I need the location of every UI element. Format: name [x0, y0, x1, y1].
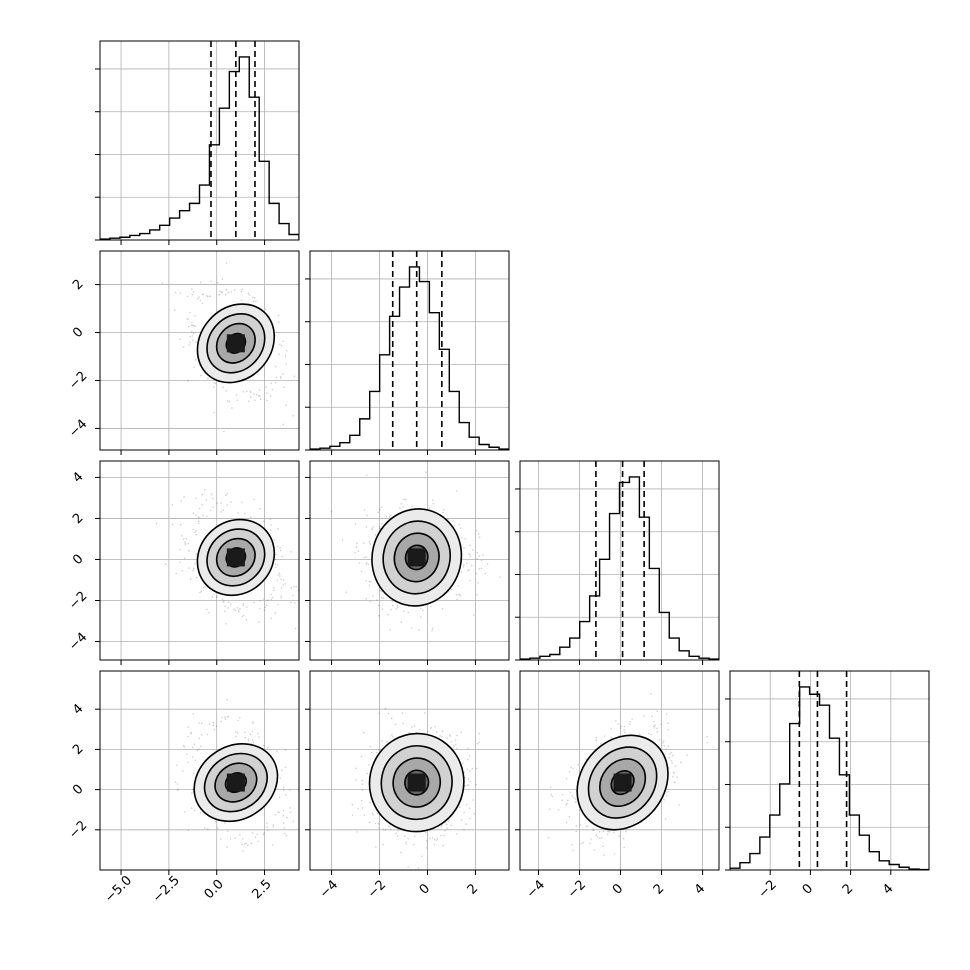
x-tick-label: 4 — [880, 881, 896, 897]
panel-frame — [309, 670, 510, 871]
panel-frame — [309, 460, 510, 661]
scatter-panel-1 — [100, 461, 299, 660]
y-tick-label: 4 — [70, 701, 86, 717]
panel-frame — [519, 460, 720, 661]
density-core — [407, 773, 426, 792]
histogram-step-2 — [520, 476, 719, 660]
histogram-step-1 — [310, 266, 509, 450]
scatter-points — [161, 262, 296, 433]
y-tick-label: 0 — [70, 552, 86, 568]
x-tick-label: 0 — [610, 881, 626, 897]
y-tick-label: −2 — [66, 818, 90, 842]
panel-frame — [99, 460, 300, 661]
x-tick-label: 0 — [800, 881, 816, 897]
x-tick-label: 0.0 — [202, 877, 227, 902]
x-tick-label: 0 — [417, 881, 433, 897]
x-tick-label: −4 — [317, 877, 341, 901]
x-tick-label: 2 — [465, 881, 481, 897]
scatter-panel-5 — [520, 671, 719, 870]
panel-frame — [99, 670, 300, 871]
x-tick-label: −2.5 — [150, 873, 183, 906]
y-tick-label: 2 — [70, 511, 86, 527]
x-tick-label: −2 — [565, 877, 589, 901]
panel-frame — [99, 250, 300, 451]
y-tick-label: 2 — [70, 742, 86, 758]
y-tick-label: 0 — [70, 782, 86, 798]
scatter-points — [155, 489, 299, 630]
x-tick-label: 4 — [692, 881, 708, 897]
density-core — [613, 773, 632, 792]
histogram-step-3 — [730, 686, 929, 870]
y-tick-label: 4 — [70, 470, 86, 486]
x-tick-label: −4 — [524, 877, 548, 901]
y-tick-label: −2 — [66, 369, 90, 393]
y-tick-label: 2 — [70, 277, 86, 293]
x-tick-label: −5.0 — [102, 873, 135, 906]
panel-frame — [729, 670, 930, 871]
panel-frame — [99, 40, 300, 241]
y-tick-label: −4 — [66, 417, 90, 441]
density-core — [226, 334, 245, 353]
y-tick-label: 0 — [70, 325, 86, 341]
x-tick-label: 2.5 — [249, 877, 274, 902]
x-tick-label: −2 — [365, 877, 389, 901]
panel-frame — [309, 250, 510, 451]
density-core — [226, 548, 245, 567]
histogram-panel-0 — [100, 41, 299, 240]
x-tick-label: −2 — [756, 877, 780, 901]
scatter-panel-3 — [100, 671, 299, 870]
histogram-panel-2 — [520, 461, 719, 660]
y-tick-label: −4 — [66, 630, 90, 654]
scatter-panel-2 — [310, 461, 509, 660]
density-core — [226, 773, 245, 792]
histogram-panel-3 — [730, 671, 929, 870]
x-tick-label: 2 — [651, 881, 667, 897]
x-tick-label: 2 — [840, 881, 856, 897]
scatter-panel-4 — [310, 671, 509, 870]
density-core — [407, 548, 426, 567]
panel-frame — [519, 670, 720, 871]
histogram-panel-1 — [310, 251, 509, 450]
y-tick-label: −2 — [66, 589, 90, 613]
scatter-panel-0 — [100, 251, 299, 450]
histogram-step-0 — [100, 56, 299, 240]
